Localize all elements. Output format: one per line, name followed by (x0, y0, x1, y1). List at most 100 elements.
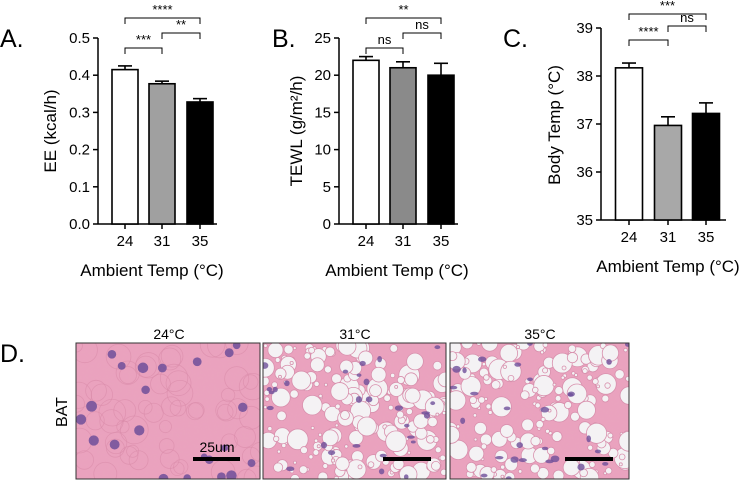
nucleus (495, 455, 504, 460)
nucleus (226, 470, 237, 479)
lipid-droplet (300, 446, 308, 455)
lipid-droplet (625, 375, 629, 382)
significance-label: ** (176, 17, 186, 32)
nucleus (377, 355, 382, 363)
lipid-droplet (276, 410, 287, 422)
bar (653, 124, 683, 221)
lipid-droplet (313, 380, 320, 387)
nucleus (352, 444, 361, 448)
nucleus (423, 412, 430, 419)
x-axis-label: Ambient Temp (°C) (80, 261, 223, 280)
y-tick-label: 36 (576, 164, 593, 181)
lipid-droplet (435, 412, 440, 417)
nucleus (224, 348, 234, 358)
lipid-droplet (530, 435, 541, 447)
lipid-droplet (571, 371, 576, 376)
nucleus (430, 401, 436, 406)
lipid-droplet (414, 427, 428, 440)
x-tick-label: 35 (192, 233, 209, 250)
lipid-droplet (274, 367, 287, 380)
lipid-droplet (520, 390, 530, 400)
nucleus (434, 345, 441, 350)
y-axis-label: TEWL (g/m²/h) (287, 76, 306, 187)
cell-outline (76, 381, 92, 409)
nucleus (407, 435, 415, 439)
lipid-droplet (399, 465, 418, 479)
lipid-droplet (369, 384, 382, 397)
lipid-droplet (551, 431, 563, 442)
significance-bracket (365, 47, 404, 54)
lipid-droplet (271, 381, 278, 388)
cell-outline (143, 402, 164, 423)
y-tick-label: 37 (576, 116, 593, 133)
lipid-droplet (534, 402, 541, 409)
lipid-droplet (273, 435, 280, 443)
lipid-droplet (405, 408, 413, 416)
nucleus (88, 435, 99, 446)
panel-letter-b: B. (272, 25, 296, 53)
cell-outline (128, 450, 149, 471)
lipid-droplet (367, 461, 375, 468)
lipid-droplet (614, 369, 625, 380)
lipid-droplet (570, 411, 580, 422)
cell-outline (76, 450, 94, 470)
lipid-droplet (289, 360, 294, 366)
nucleus (394, 405, 404, 411)
lipid-droplet (370, 366, 387, 383)
lipid-droplet (424, 396, 445, 417)
lipid-droplet (499, 343, 519, 363)
cell-outline (126, 444, 140, 458)
nucleus (577, 463, 585, 471)
lipid-droplet (404, 387, 421, 404)
lipid-droplet (302, 394, 323, 416)
nucleus (586, 435, 592, 443)
bar (352, 59, 380, 225)
lipid-droplet (472, 413, 478, 418)
y-tick-label: 10 (314, 142, 331, 159)
lipid-droplet (388, 381, 404, 397)
lipid-droplet (278, 374, 282, 379)
lipid-droplet (303, 352, 311, 360)
lipid-droplet (473, 421, 487, 435)
lipid-droplet (458, 366, 472, 380)
lipid-droplet (312, 449, 320, 456)
x-tick-label: 31 (154, 233, 171, 250)
lipid-droplet (480, 443, 488, 450)
nucleus (247, 459, 256, 468)
histology-texture (76, 343, 260, 479)
cell-outline (221, 387, 236, 403)
lipid-droplet (618, 462, 623, 467)
x-tick-label: 24 (621, 229, 638, 246)
lipid-droplet (317, 471, 329, 479)
histology-texture (263, 343, 446, 479)
lipid-droplet (601, 344, 620, 362)
lipid-droplet (542, 367, 549, 374)
y-tick-label: 0.5 (69, 30, 90, 47)
lipid-droplet (532, 386, 539, 394)
lipid-droplet (490, 466, 498, 473)
x-axis-label: Ambient Temp (°C) (596, 257, 739, 276)
cell-outline (170, 461, 185, 476)
x-tick-label: 35 (698, 229, 715, 246)
lipid-droplet (478, 396, 486, 404)
x-tick-label: 31 (395, 233, 412, 250)
histology-border (75, 342, 261, 480)
lipid-droplet (267, 426, 273, 432)
lipid-droplet (540, 350, 545, 355)
bar (427, 74, 455, 225)
x-tick-label: 31 (660, 229, 677, 246)
lipid-droplet (500, 474, 505, 479)
histology-title-35: 35°C (524, 326, 555, 342)
significance-label: ns (680, 10, 694, 25)
lipid-droplet (517, 469, 523, 474)
lipid-droplet (404, 372, 418, 387)
lipid-droplet (263, 405, 268, 410)
nucleus (157, 363, 167, 373)
panel-letter-a: A. (0, 25, 24, 53)
bar (614, 67, 644, 221)
lipid-droplet (331, 373, 342, 384)
lipid-droplet (554, 386, 564, 396)
lipid-droplet (601, 394, 610, 403)
lipid-droplet (566, 383, 588, 405)
